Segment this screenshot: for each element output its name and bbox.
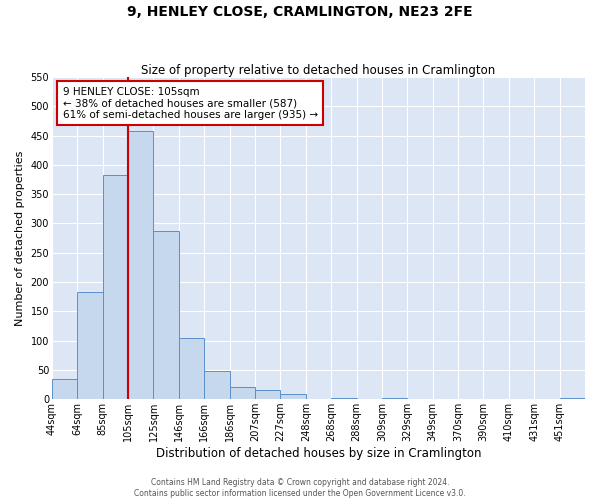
Bar xyxy=(204,371,230,399)
Text: 9 HENLEY CLOSE: 105sqm
← 38% of detached houses are smaller (587)
61% of semi-de: 9 HENLEY CLOSE: 105sqm ← 38% of detached… xyxy=(62,86,318,120)
Bar xyxy=(154,231,179,399)
Text: Contains HM Land Registry data © Crown copyright and database right 2024.
Contai: Contains HM Land Registry data © Crown c… xyxy=(134,478,466,498)
Bar xyxy=(179,338,204,399)
Bar xyxy=(128,131,154,399)
X-axis label: Distribution of detached houses by size in Cramlington: Distribution of detached houses by size … xyxy=(156,447,481,460)
Bar xyxy=(103,175,128,399)
Bar xyxy=(280,394,306,399)
Bar xyxy=(560,398,585,399)
Title: Size of property relative to detached houses in Cramlington: Size of property relative to detached ho… xyxy=(142,64,496,77)
Bar xyxy=(77,292,103,399)
Bar xyxy=(52,378,77,399)
Text: 9, HENLEY CLOSE, CRAMLINGTON, NE23 2FE: 9, HENLEY CLOSE, CRAMLINGTON, NE23 2FE xyxy=(127,5,473,19)
Bar xyxy=(331,398,356,399)
Bar xyxy=(382,398,407,399)
Y-axis label: Number of detached properties: Number of detached properties xyxy=(15,150,25,326)
Bar xyxy=(255,390,280,399)
Bar xyxy=(230,387,255,399)
